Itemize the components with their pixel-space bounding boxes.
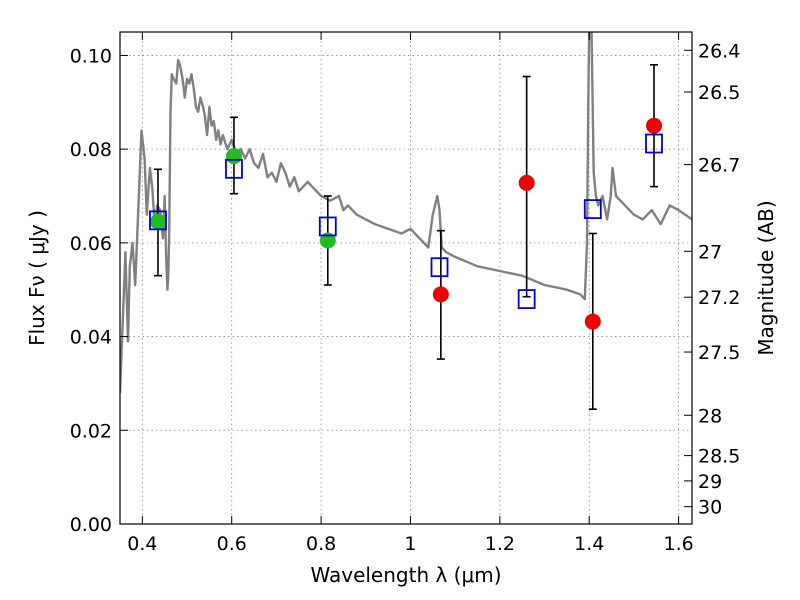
model-photometry-square (318, 216, 337, 237)
y2-tick-label: 27.2 (698, 287, 740, 309)
y2-tick-label: 28.5 (698, 446, 740, 468)
plot-area (120, 32, 692, 411)
ticks: 0.4 0.6 0.8 1 1.2 1.4 1.6 0.00 0.02 0.04 0.06 0.08 0… (70, 32, 740, 555)
data-point (518, 174, 535, 191)
x-tick-label: 1 (404, 533, 416, 555)
model-sed-line (120, 32, 692, 393)
y2-tick-label: 27.5 (698, 342, 740, 364)
model-photometry-square (430, 257, 449, 278)
y2-tick-label: 26.5 (698, 82, 740, 104)
data-point (432, 286, 449, 303)
x-tick-label: 0.4 (127, 533, 157, 555)
y-tick-label: 0.04 (70, 327, 112, 349)
model-photometry-square (517, 289, 536, 309)
x-tick-label: 1.2 (485, 533, 515, 555)
y-tick-label: 0.06 (70, 233, 112, 255)
y2-tick-label: 26.7 (698, 155, 740, 177)
y-axis-title: Flux Fν ( μJy ) (25, 210, 49, 346)
y2-tick-label: 27 (698, 241, 722, 263)
y-tick-label: 0.02 (70, 420, 112, 442)
y-tick-label: 0.00 (70, 514, 112, 536)
data-point (584, 313, 601, 330)
data-point (319, 232, 336, 249)
model-photometry-square (645, 133, 663, 154)
x-tick-label: 0.8 (306, 533, 336, 555)
y-tick-label: 0.10 (70, 45, 112, 67)
x-tick-label: 1.4 (574, 533, 604, 555)
grid (120, 32, 692, 525)
y2-axis-title: Magnitude (AB) (754, 200, 778, 355)
data-point (646, 117, 663, 134)
x-tick-label: 1.6 (663, 533, 693, 555)
model-photometry-square (149, 210, 167, 231)
data-point (225, 148, 242, 165)
y-tick-label: 0.08 (70, 139, 112, 161)
y2-tick-label: 29 (698, 471, 722, 493)
y2-tick-label: 28 (698, 405, 722, 427)
plot-frame (119, 31, 693, 525)
data-point (149, 213, 166, 230)
x-axis-title: Wavelength λ (μm) (310, 563, 501, 587)
model-photometry-square (583, 199, 602, 220)
model-photometry-square (225, 158, 243, 179)
y2-tick-label: 26.4 (698, 40, 740, 62)
x-tick-label: 0.6 (217, 533, 247, 555)
y2-tick-label: 30 (698, 497, 722, 519)
